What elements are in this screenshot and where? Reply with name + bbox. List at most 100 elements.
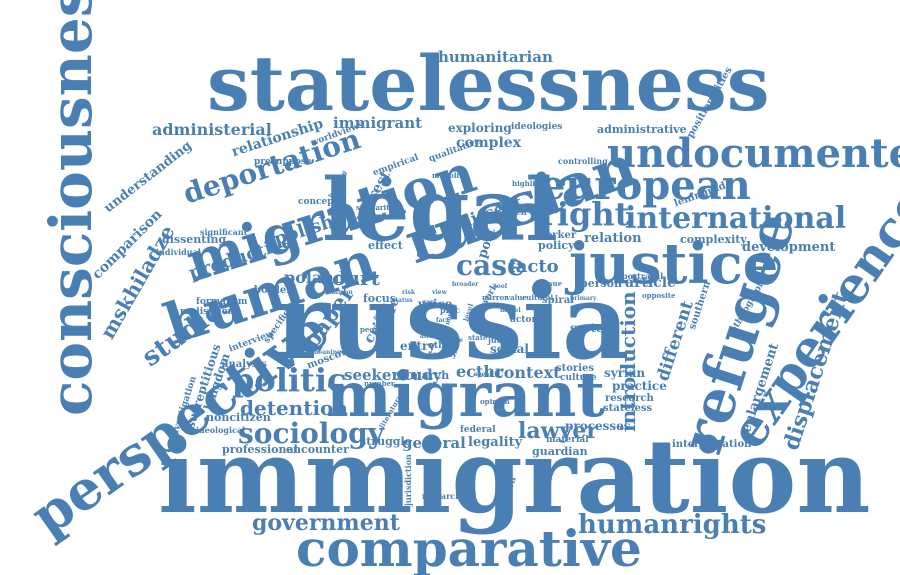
word-immigrant: immigrant <box>333 114 423 132</box>
word-state: state <box>468 333 488 342</box>
word-model: model <box>500 307 521 314</box>
word-government: government <box>252 510 400 536</box>
word-effect: effect <box>368 239 403 252</box>
word-controlling: controlling <box>558 156 608 166</box>
word-realisation: realisation <box>180 307 235 317</box>
word-consciousness: consciousness <box>37 0 105 416</box>
word-european: european <box>540 162 751 209</box>
word-person: person <box>580 277 623 290</box>
word-court: court <box>320 266 380 290</box>
word-material: material <box>546 435 589 445</box>
word-guardian: guardian <box>532 445 588 458</box>
word-facto: facto <box>508 256 559 277</box>
word-noncitizen: noncitizen <box>206 411 271 424</box>
word-complex: complex <box>456 135 522 151</box>
word-migrant: migrant <box>326 358 606 431</box>
word-cultural: cultural <box>522 293 554 302</box>
word-stateless: stateless <box>603 403 653 414</box>
word-case: case <box>456 249 525 282</box>
word-humanrights: humanrights <box>578 510 767 540</box>
word-gap: gap <box>422 299 435 306</box>
word-primary: primary <box>570 295 597 302</box>
word-development: development <box>742 240 836 255</box>
word-relation: relation <box>584 231 642 246</box>
word-comparative: comparative <box>296 519 642 575</box>
word-presuppose: presuppose <box>254 157 312 167</box>
word-focus: focus <box>363 292 396 305</box>
word-affect: affect <box>420 333 440 340</box>
word-life: life <box>452 337 463 344</box>
word-statelessness: statelessness <box>207 39 770 128</box>
word-interpretation: interpretation <box>672 439 752 450</box>
word-risk: risk <box>402 289 415 296</box>
word-practice: practice <box>612 379 667 393</box>
word-federal: federal <box>460 425 496 435</box>
word-syrian: syrian <box>604 366 646 380</box>
word-search: search <box>497 207 527 217</box>
word-similarity: similarity <box>356 203 394 212</box>
word-voice: voice <box>418 297 453 311</box>
word-policy: policy <box>538 239 575 252</box>
word-legality: legality <box>468 435 523 450</box>
word-understanding: understanding <box>101 138 195 217</box>
word-ideological: ideological <box>196 425 246 435</box>
word-monolith: monolith <box>432 171 468 180</box>
word-context: context <box>494 363 561 382</box>
word-ecthr: ecthr <box>456 362 504 381</box>
word-general: general <box>402 434 466 452</box>
word-actor: actor <box>510 315 537 325</box>
word-concept: concept <box>298 197 338 207</box>
word-undocumented: undocumented <box>607 130 900 177</box>
word-russia: russia <box>275 260 630 383</box>
word-social: social <box>490 342 529 356</box>
word-processes: processes <box>565 419 631 433</box>
word-administerial: administerial <box>152 120 272 139</box>
word-spiral: spiral <box>542 295 574 306</box>
word-jurisdiction: jurisdiction <box>403 454 413 506</box>
word-complexity: complexity <box>680 233 747 246</box>
word-common: common <box>324 289 353 296</box>
word-number: number <box>364 379 395 388</box>
word-stories: stories <box>556 363 594 374</box>
word-immigration: immigration <box>158 417 871 537</box>
word-people: people <box>360 325 387 334</box>
word-other: other <box>428 341 456 351</box>
word-justice: justice <box>569 231 779 297</box>
word-culture: culture <box>560 373 597 383</box>
word-system: system <box>570 321 617 335</box>
word-administrative: administrative <box>597 123 687 136</box>
word-lawyer: lawyer <box>518 418 598 444</box>
word-issue: issue <box>542 279 563 288</box>
word-dissenting: dissenting <box>162 233 227 246</box>
word-proc: proc <box>440 305 461 315</box>
word-article: article <box>625 275 676 291</box>
word-study: study <box>396 366 442 384</box>
word-professional: professional <box>222 443 298 456</box>
word-individual: individual <box>156 247 201 257</box>
word-encounter: encounter <box>286 443 349 456</box>
word-struggle: struggle <box>360 435 412 448</box>
word-opinion: opinion <box>480 397 510 406</box>
word-politic: politic <box>232 361 347 399</box>
word-ideologies: ideologies <box>511 122 563 132</box>
word-detention: detention <box>240 396 348 420</box>
word-formalism: formalism <box>196 297 248 307</box>
word-significant: significant <box>200 227 248 237</box>
word-reality: reality <box>428 349 457 359</box>
word-value: value <box>506 293 527 302</box>
word-status: status <box>392 297 413 304</box>
word-humanitarian: humanitarian <box>438 48 553 66</box>
word-sociology: sociology <box>238 417 384 450</box>
word-research: research <box>605 393 654 404</box>
word-view: view <box>432 289 447 296</box>
word-opposite: opposite <box>642 291 676 300</box>
word-worker: worker <box>537 230 577 241</box>
word-analysis: analysis <box>222 359 267 370</box>
word-speak: speak <box>474 371 494 378</box>
word-legal: legal <box>322 160 558 261</box>
word-portrayal: portrayal <box>622 271 664 281</box>
word-mirror: mirror <box>482 293 508 302</box>
word-tool: tool <box>494 283 508 290</box>
word-exploring: exploring <box>448 121 512 135</box>
word-judge: judge <box>488 335 513 345</box>
